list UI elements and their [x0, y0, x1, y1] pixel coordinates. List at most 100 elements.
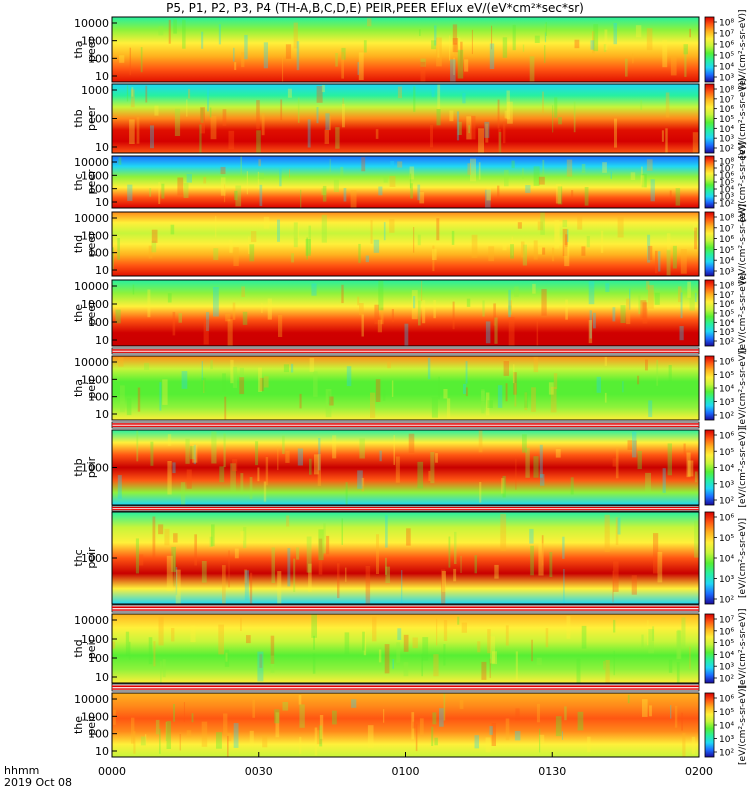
spectrogram-texture: [415, 723, 418, 752]
spectrogram-texture: [165, 721, 168, 741]
spectrogram-texture: [676, 630, 682, 660]
spectrogram-texture: [233, 247, 239, 266]
spectrogram-texture: [533, 456, 539, 478]
spectrogram-texture: [392, 659, 394, 669]
spectrogram-texture: [251, 231, 257, 243]
y-axis-label: thapeir: [72, 377, 98, 399]
spectrogram-texture: [658, 251, 661, 272]
spectrogram-texture: [159, 382, 162, 411]
spectrogram-texture: [427, 357, 431, 380]
spectrogram-texture: [316, 86, 323, 103]
spectrogram-texture: [490, 636, 496, 664]
y-tick-label: 10: [95, 70, 109, 83]
spectrogram-texture: [282, 435, 285, 454]
spectrogram-texture: [270, 655, 275, 673]
colorbar-tick-label: 10⁴: [719, 651, 734, 661]
spectrogram-texture: [383, 176, 388, 183]
spectrogram-texture: [313, 635, 315, 650]
separator-strip: [111, 604, 700, 613]
spectrogram-texture: [637, 450, 642, 470]
spectrogram-texture: [571, 190, 574, 199]
spectrogram-texture: [345, 567, 347, 582]
spectrogram-texture: [158, 26, 164, 36]
spectrogram-texture: [564, 245, 570, 267]
spectrogram-texture: [246, 171, 248, 195]
spectrogram-texture: [161, 183, 165, 199]
colorbar-unit-label: [eV/(cm²-s-sr-eV)]: [738, 142, 748, 222]
y-tick-label: 10: [95, 196, 109, 209]
spectrogram-texture: [305, 239, 311, 256]
spectrogram-texture: [177, 177, 184, 196]
spectrogram-texture: [487, 400, 493, 408]
spectrogram-texture: [367, 18, 372, 27]
spectrogram-texture: [648, 245, 653, 260]
spectrogram-texture: [390, 161, 395, 168]
spectrogram-texture: [562, 536, 565, 559]
spectrogram-texture: [604, 514, 610, 552]
spectrogram-texture: [164, 528, 170, 546]
spectrogram-texture: [481, 389, 485, 414]
spectrogram-texture: [654, 292, 660, 305]
spectrogram-texture: [593, 24, 599, 52]
spectrogram-texture: [610, 171, 612, 179]
spectrogram-texture: [505, 718, 510, 741]
colorbar-tick-label: 10²: [719, 200, 734, 210]
spectrogram-texture: [613, 650, 615, 676]
colorbar-tick-label: 10²: [719, 145, 734, 155]
spectrogram-texture: [491, 723, 496, 746]
spectrogram-texture: [362, 631, 365, 651]
colorbar-tick-label: 10⁶: [719, 300, 734, 310]
spectrogram-texture: [434, 25, 437, 46]
spectrogram-texture: [584, 187, 589, 206]
spectrogram-texture: [340, 166, 344, 178]
spectrogram-texture: [409, 166, 415, 180]
spectrogram-texture: [650, 179, 655, 202]
spectrogram-texture: [286, 515, 290, 527]
spectrogram-texture: [412, 637, 418, 649]
spectrogram-texture: [505, 625, 509, 646]
spectrogram-texture: [297, 97, 300, 123]
spectrogram-texture: [275, 712, 280, 738]
spectrogram-texture: [537, 221, 544, 231]
spectrogram-texture: [243, 527, 247, 549]
spectrogram-texture: [507, 101, 513, 124]
spectrogram-texture: [502, 121, 506, 144]
spectrogram-texture: [280, 99, 283, 121]
panel-frame: [111, 16, 700, 83]
spectrogram-thc-peer: [112, 156, 699, 208]
spectrogram-texture: [145, 734, 147, 745]
spectrogram-texture: [136, 117, 140, 144]
spectrogram-texture: [600, 230, 604, 253]
spectrogram-texture: [373, 239, 380, 253]
spectrogram-texture: [200, 108, 204, 123]
spectrogram-texture: [144, 362, 150, 370]
spectrogram-texture: [683, 443, 686, 457]
spectrogram-texture: [538, 543, 544, 576]
spectrogram-texture: [335, 127, 340, 149]
spectrogram-texture: [448, 536, 451, 568]
spectrogram-texture: [326, 535, 330, 555]
spectrogram-texture: [548, 382, 554, 395]
spectrogram-texture: [562, 219, 568, 228]
spectrogram-texture: [376, 534, 379, 574]
y-tick-label: 10000: [74, 356, 109, 369]
colorbar-tick-label: 10³: [719, 735, 734, 745]
spectrogram-texture: [529, 56, 535, 82]
spectrogram-texture: [125, 631, 130, 656]
spectrogram-texture: [159, 729, 161, 754]
spectrogram-texture: [504, 170, 509, 187]
spectrogram-texture: [668, 365, 672, 382]
spectrogram-texture: [241, 286, 245, 297]
colorbar-tick-label: 10²: [719, 675, 734, 685]
spectrogram-texture: [344, 632, 350, 655]
spectrogram-texture: [662, 468, 666, 493]
spectrogram-texture: [565, 299, 568, 320]
colorbar-tick-label: 10³: [719, 328, 734, 338]
spectrogram-texture: [239, 367, 244, 380]
spectrogram-texture: [131, 717, 135, 744]
spectrogram-texture: [457, 49, 464, 79]
colorbar-tick-label: 10⁷: [719, 616, 734, 626]
spectrogram-texture: [224, 396, 227, 420]
spectrogram-texture: [441, 569, 446, 604]
spectrogram-texture: [678, 286, 682, 303]
